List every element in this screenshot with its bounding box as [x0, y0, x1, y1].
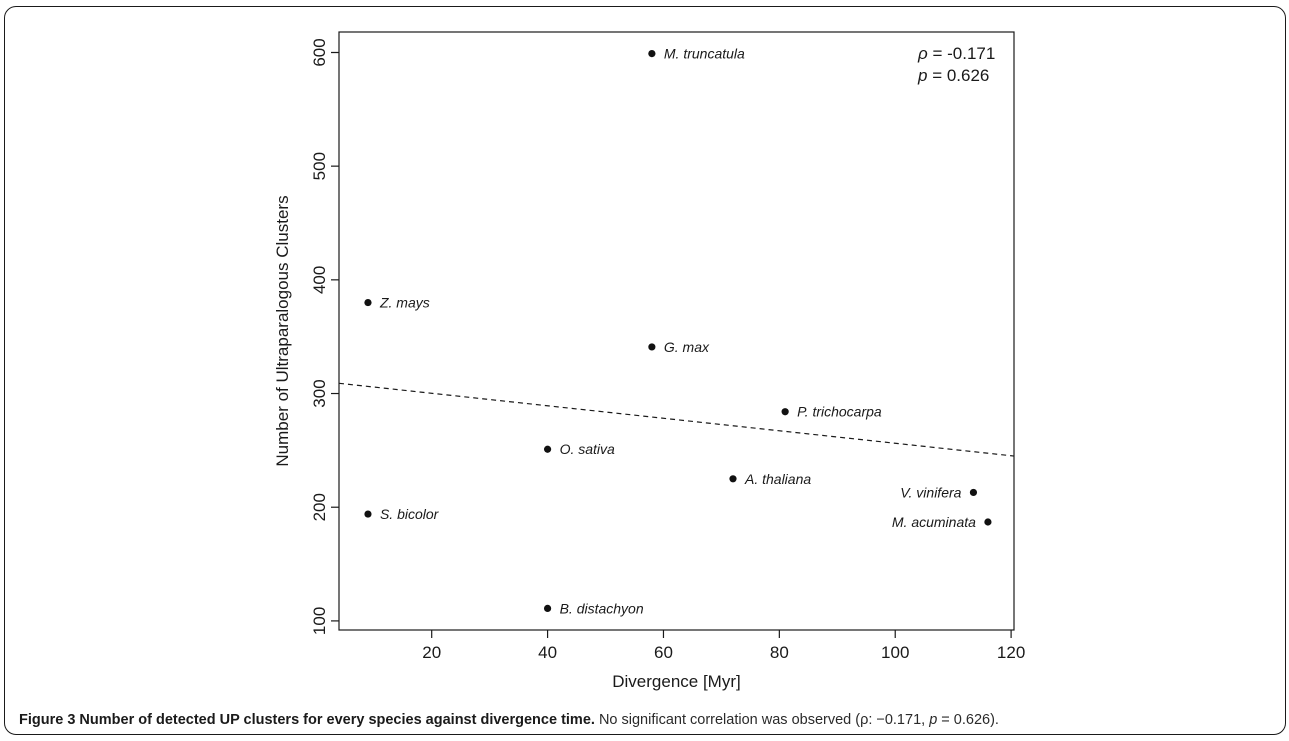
- data-point: [969, 488, 978, 497]
- y-tick-label: 600: [310, 38, 329, 66]
- data-point: [781, 408, 789, 416]
- point-label: M. truncatula: [664, 46, 745, 62]
- x-axis-label: Divergence [Myr]: [612, 672, 740, 691]
- data-point: [648, 50, 656, 58]
- point-label: B. distachyon: [560, 600, 644, 616]
- x-tick-label: 100: [881, 643, 909, 662]
- caption-text-part2: = 0.626).: [937, 712, 999, 728]
- point-label: V. vinifera: [900, 484, 961, 500]
- data-point: [543, 604, 552, 612]
- y-tick-label: 400: [310, 266, 329, 294]
- data-point: [984, 518, 992, 526]
- caption-title: Figure 3 Number of detected UP clusters …: [19, 712, 595, 728]
- point-label: Z. mays: [379, 295, 430, 311]
- y-tick-label: 500: [310, 152, 329, 180]
- scatter-chart: 20 40 60 80 100 120 100 200 300 400 500 600 Divergen…: [273, 31, 1025, 691]
- x-tick-label: 40: [538, 643, 557, 662]
- rho-annotation: ρ = -0.171: [917, 44, 995, 63]
- point-label: G. max: [664, 339, 710, 355]
- point-label: S. bicolor: [380, 506, 440, 522]
- point-label: M. acuminata: [892, 514, 976, 530]
- data-point: [648, 343, 656, 351]
- data-point: [543, 445, 552, 453]
- figure-caption: Figure 3 Number of detected UP clusters …: [19, 712, 1281, 728]
- point-label: O. sativa: [560, 441, 615, 457]
- y-axis-label: Number of Ultraparalogous Clusters: [273, 195, 292, 466]
- y-tick-label: 300: [310, 379, 329, 407]
- x-tick-label: 120: [997, 643, 1025, 662]
- x-tick-label: 80: [770, 643, 789, 662]
- caption-text-part1: No significant correlation was observed …: [594, 712, 930, 728]
- x-tick-label: 20: [422, 643, 441, 662]
- plot-frame: [338, 31, 1015, 631]
- data-point: [364, 510, 372, 518]
- y-tick-label: 100: [310, 607, 329, 635]
- figure-frame: 20 40 60 80 100 120 100 200 300 400 500 600 Divergen…: [4, 6, 1286, 735]
- point-label: A. thaliana: [744, 471, 811, 487]
- data-point: [729, 475, 737, 483]
- x-tick-label: 60: [654, 643, 673, 662]
- trendline: [338, 382, 1015, 457]
- data-point: [364, 298, 372, 307]
- y-tick-label: 200: [310, 493, 329, 521]
- caption-p-symbol: p: [929, 712, 938, 728]
- p-value-annotation: p = 0.626: [917, 66, 989, 85]
- point-label: P. trichocarpa: [797, 404, 882, 420]
